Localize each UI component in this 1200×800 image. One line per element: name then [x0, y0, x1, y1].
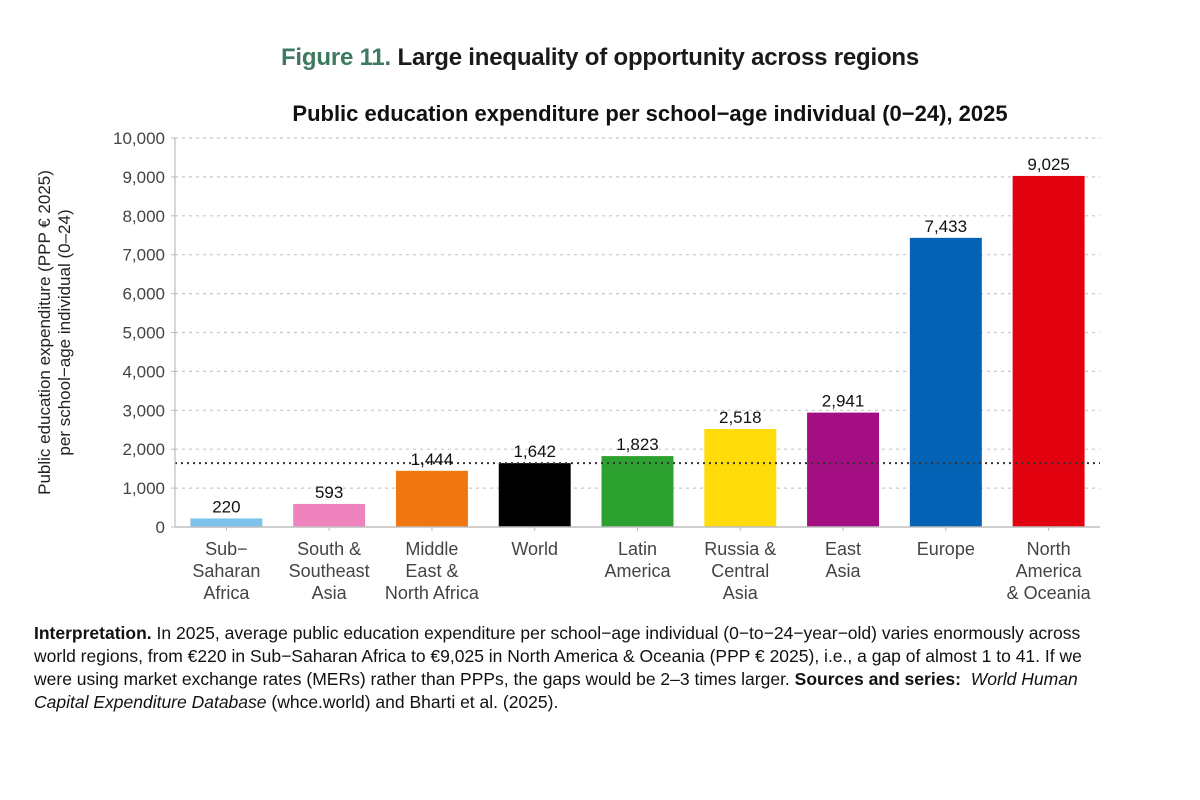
x-category-label: East &: [405, 561, 458, 581]
x-category-label: Europe: [917, 539, 975, 559]
value-label: 1,642: [513, 442, 556, 461]
value-label: 9,025: [1027, 155, 1070, 174]
y-tick-label: 10,000: [113, 129, 165, 148]
bar: [807, 412, 880, 527]
x-category-label: Middle: [405, 539, 458, 559]
interpretation-note: Interpretation. In 2025, average public …: [34, 622, 1104, 714]
y-tick-label: 6,000: [122, 285, 165, 304]
sources-text: (whce.world) and Bharti et al. (2025).: [266, 692, 559, 712]
axes: [174, 138, 1100, 531]
bar-chart: 0 1,000 2,000 3,000 4,000 5,000 6,000 7,000 8,00…: [35, 129, 1100, 603]
y-tick-label: 3,000: [122, 401, 165, 420]
sources-database: World Human Capital Expenditure Database: [34, 669, 1078, 712]
figure-heading: Figure 11. Large inequality of opportuni…: [0, 44, 1200, 72]
value-label: 2,941: [822, 392, 865, 411]
bar: [395, 470, 468, 527]
interpretation-label: Interpretation.: [34, 623, 152, 643]
value-label: 2,518: [719, 408, 762, 427]
x-category-label: Latin: [618, 539, 657, 559]
x-category-label: East: [825, 539, 861, 559]
bar: [704, 429, 777, 527]
y-axis-title-line: Public education expenditure (PPP € 2025…: [35, 170, 54, 495]
x-category-label: Asia: [826, 561, 862, 581]
x-category-label: Central: [711, 561, 769, 581]
sources-label: Sources and series:: [794, 669, 961, 689]
bar: [601, 456, 674, 527]
x-category-label: South &: [297, 539, 361, 559]
bar: [909, 237, 982, 527]
y-axis-label: Public education expenditure (PPP € 2025…: [35, 170, 74, 495]
bar: [498, 463, 571, 527]
y-tick-label: 5,000: [122, 324, 165, 343]
value-label: 1,444: [411, 450, 454, 469]
y-tick-label: 7,000: [122, 246, 165, 265]
x-category-label: North Africa: [385, 583, 480, 603]
y-tick-label: 4,000: [122, 362, 165, 381]
interpretation-text: In 2025, average public education expend…: [34, 623, 1082, 689]
bar: [1012, 175, 1085, 528]
x-category-label: Asia: [723, 583, 759, 603]
y-tick-label: 8,000: [122, 207, 165, 226]
y-axis-ticks: 0 1,000 2,000 3,000 4,000 5,000 6,000 7,000 8,00…: [113, 129, 175, 537]
y-axis-title-line: per school−age individual (0–24): [55, 209, 74, 455]
value-label: 7,433: [925, 217, 968, 236]
x-category-label: Saharan: [192, 561, 260, 581]
figure-number: Figure 11.: [280, 44, 392, 71]
y-tick-label: 2,000: [122, 440, 165, 459]
x-category-label: Russia &: [704, 539, 776, 559]
x-category-label: America: [1016, 561, 1083, 581]
y-tick-label: 1,000: [122, 479, 165, 498]
y-tick-label: 0: [156, 518, 165, 537]
value-labels: 220 593 1,444 1,642 1,823 2,518 2,941 7,433 9,02…: [212, 155, 1070, 517]
x-category-label: America: [604, 561, 671, 581]
figure-title: Large inequality of opportunity across r…: [397, 44, 920, 71]
x-category-label: Sub−: [205, 539, 248, 559]
chart-title: Public education expenditure per school−…: [292, 101, 1008, 126]
value-label: 220: [212, 497, 240, 516]
x-category-label: World: [511, 539, 558, 559]
bars: [190, 175, 1085, 528]
x-category-label: Asia: [312, 583, 348, 603]
x-category-label: Southeast: [289, 561, 370, 581]
x-category-label: Africa: [203, 583, 250, 603]
bar: [190, 518, 263, 527]
x-category-label: North: [1027, 539, 1071, 559]
x-category-label: & Oceania: [1007, 583, 1092, 603]
bar: [293, 503, 366, 527]
value-label: 1,823: [616, 435, 659, 454]
value-label: 593: [315, 483, 343, 502]
y-tick-label: 9,000: [122, 168, 165, 187]
